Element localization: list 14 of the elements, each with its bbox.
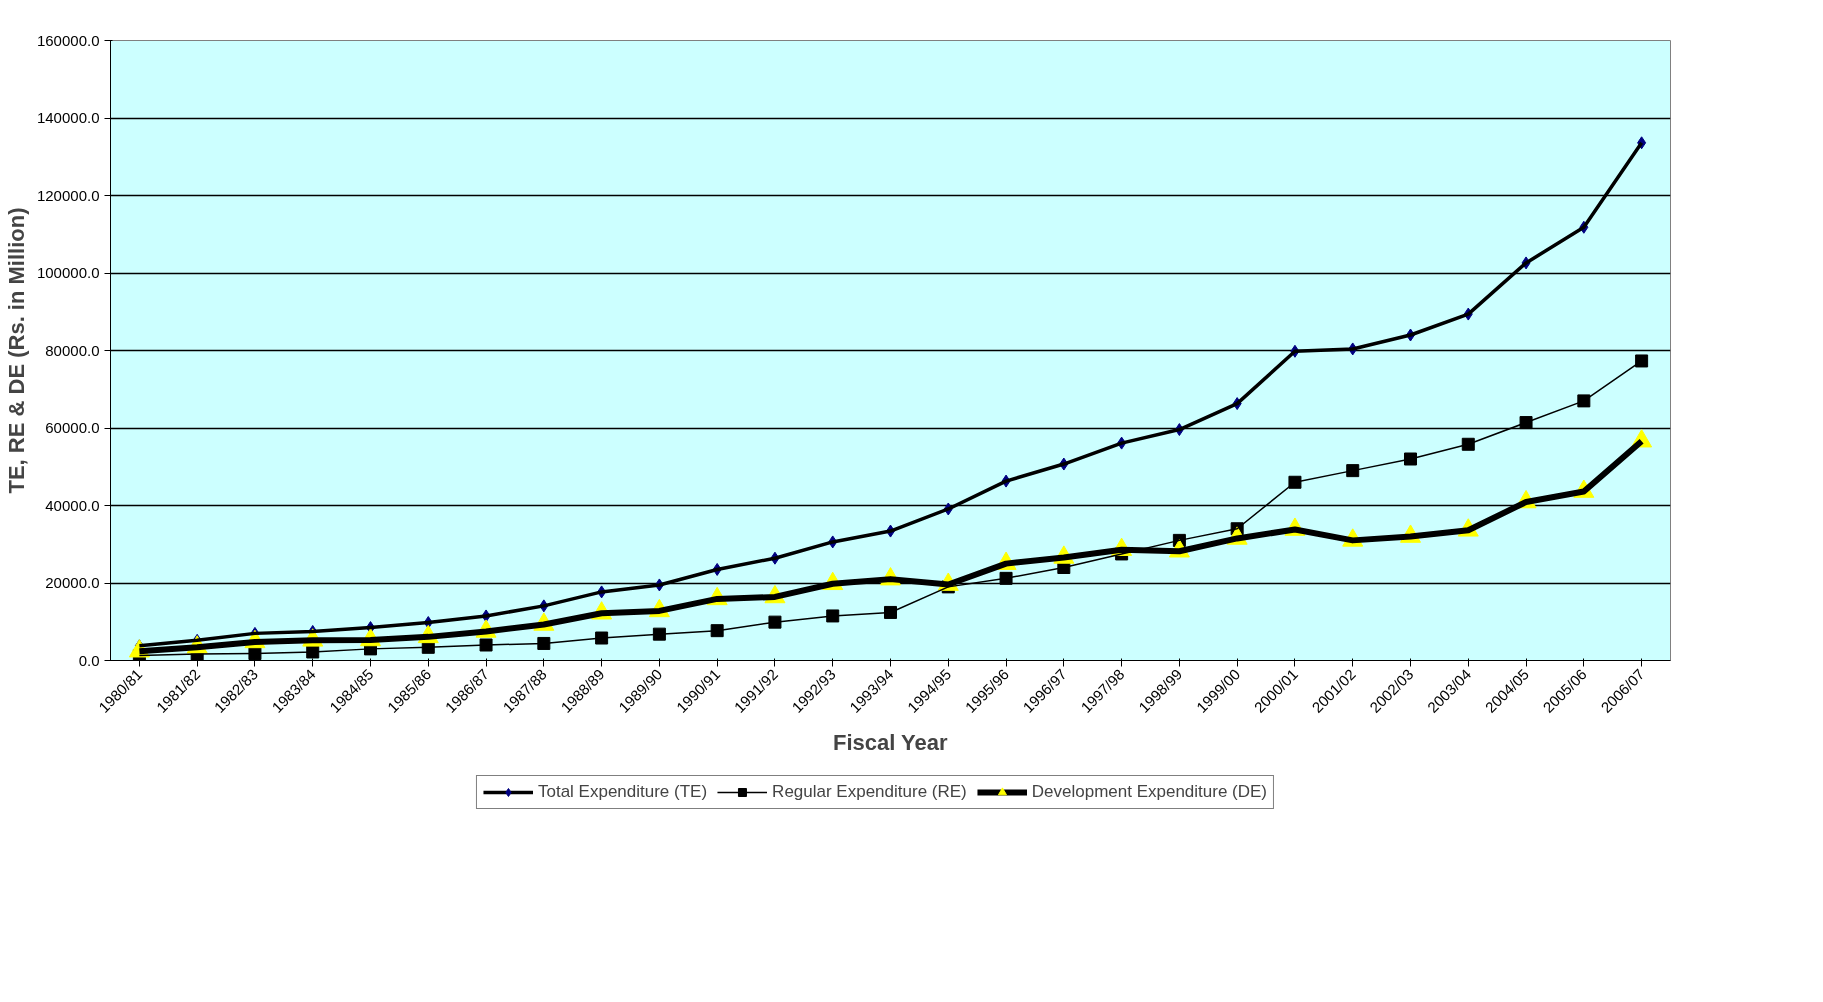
legend-label: Total Expenditure (TE) xyxy=(537,782,708,802)
y-tick-label: 140000.0 xyxy=(36,109,100,126)
legend-label: Development Expenditure (DE) xyxy=(1031,782,1268,802)
legend-label: Regular Expenditure (RE) xyxy=(772,782,967,802)
x-axis-title: Fiscal Year xyxy=(833,729,949,755)
y-tick-label: 100000.0 xyxy=(36,264,100,281)
y-axis-title: TE, RE & DE (Rs. in Million) xyxy=(3,207,29,494)
y-tick-label: 0.0 xyxy=(78,651,100,669)
y-tick-label: 80000.0 xyxy=(45,341,100,359)
y-tick-label: 40000.0 xyxy=(45,496,100,514)
y-tick-label: 160000.0 xyxy=(36,31,100,49)
y-tick-label: 60000.0 xyxy=(45,419,100,436)
y-tick-label: 120000.0 xyxy=(36,186,100,204)
y-tick-label: 20000.0 xyxy=(45,574,100,591)
